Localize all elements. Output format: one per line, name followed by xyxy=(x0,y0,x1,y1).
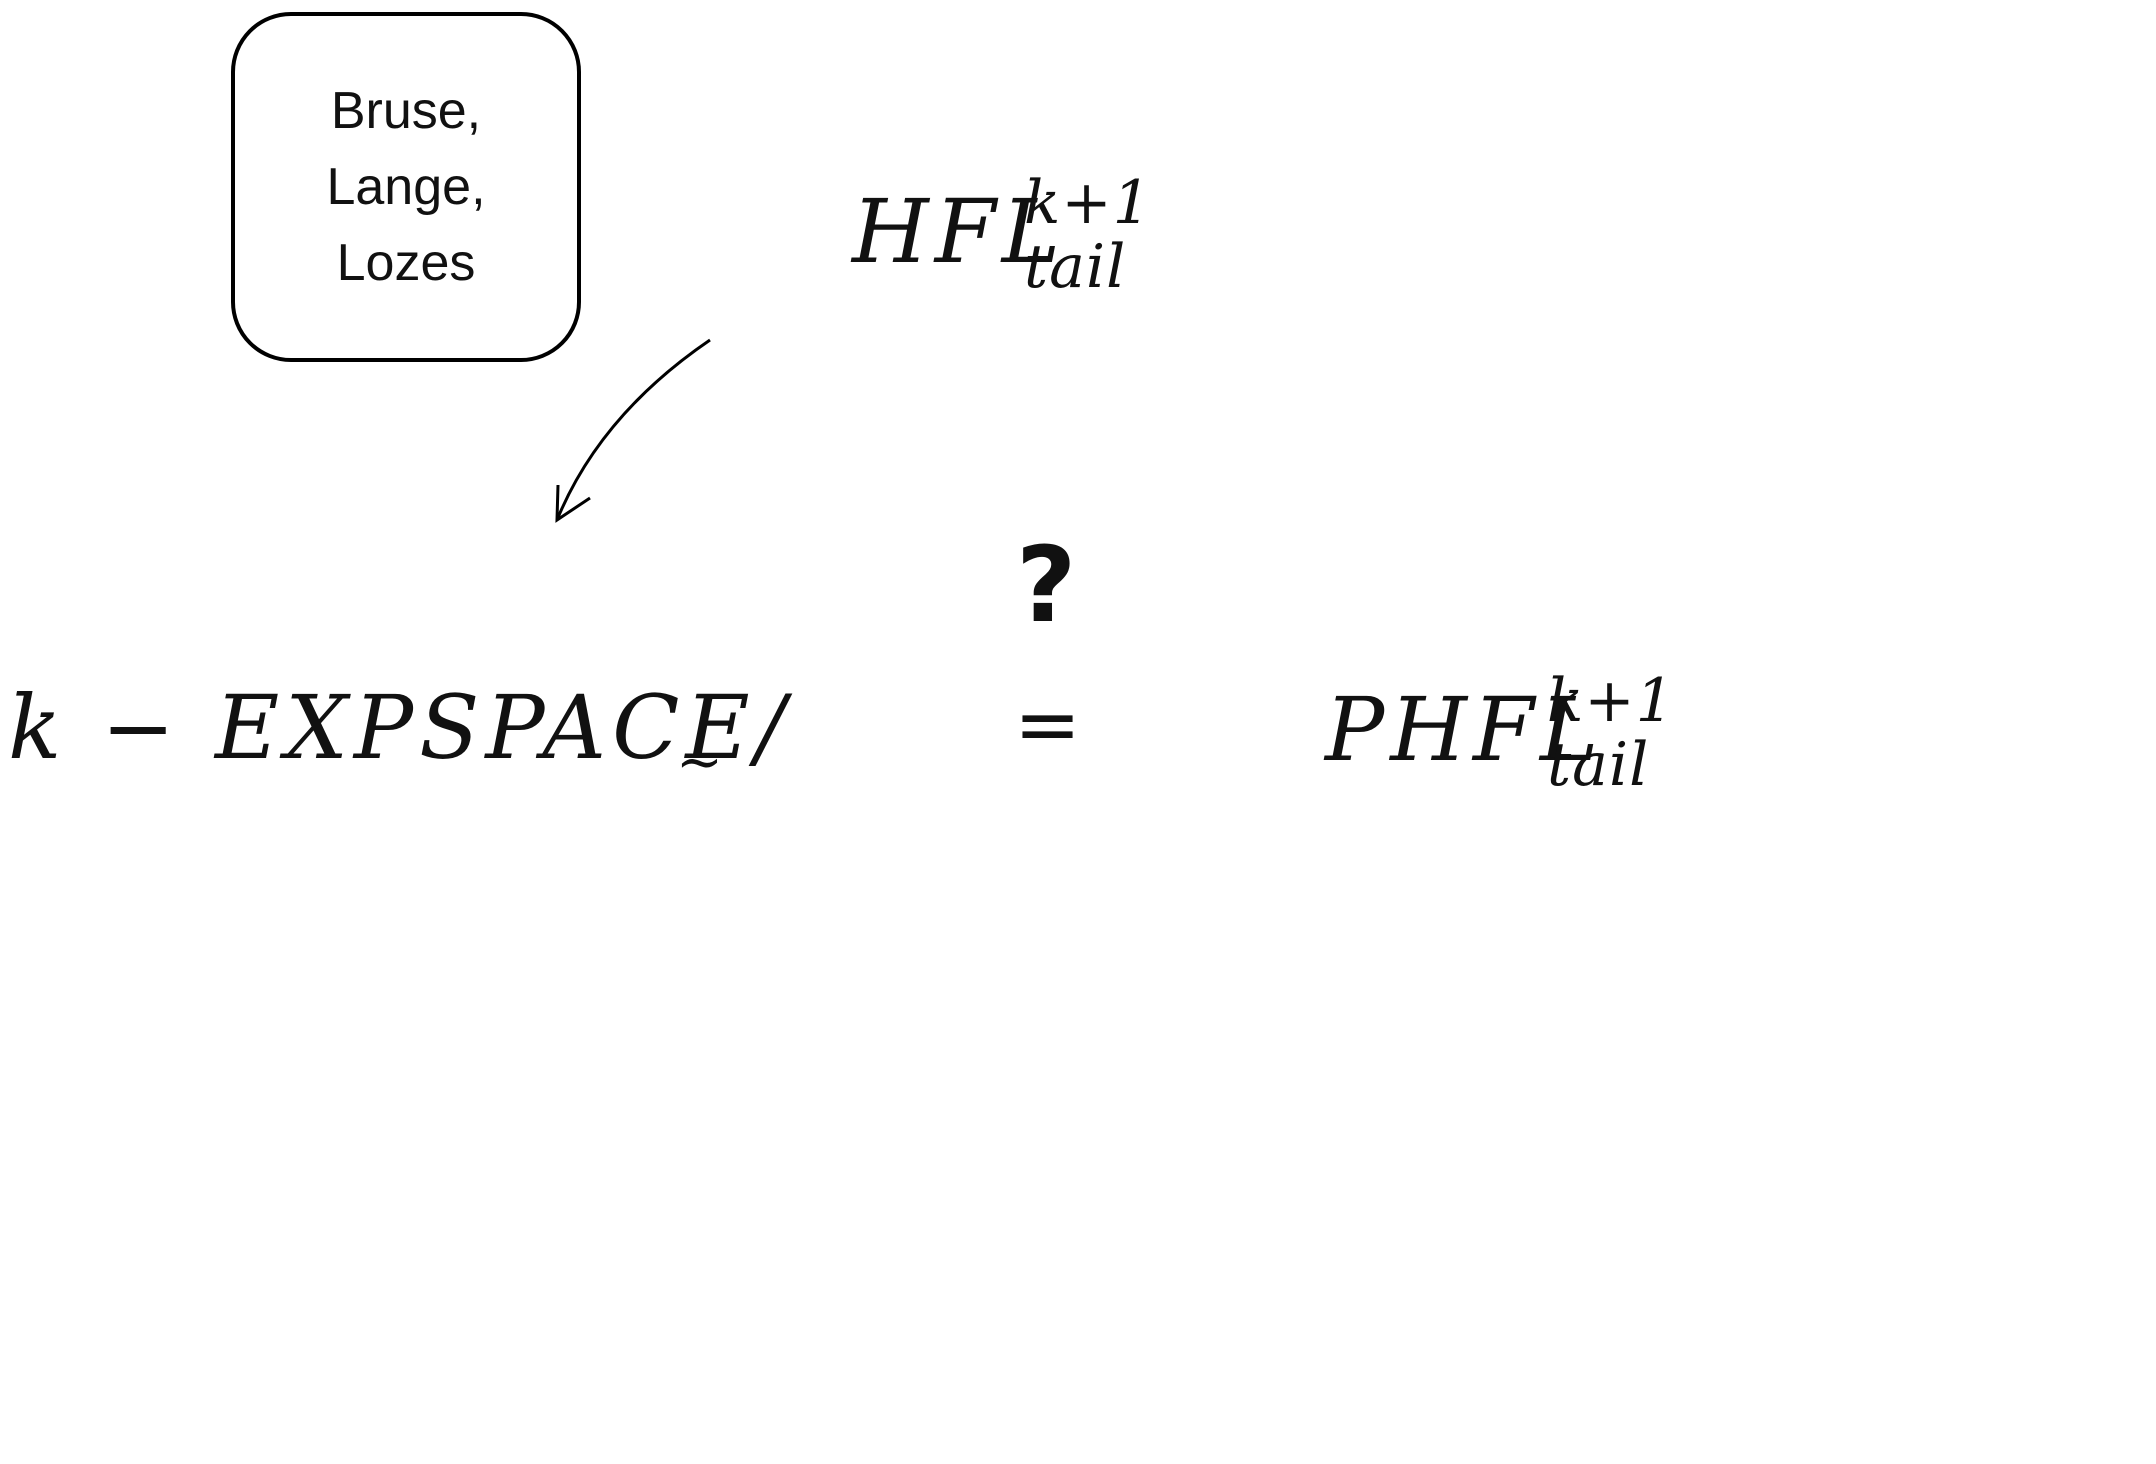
hfl-base: HFL xyxy=(852,180,1067,283)
exp-space-subscript: ~ xyxy=(676,730,724,795)
phfl-subscript: tail xyxy=(1547,730,1650,800)
exp-space-formula: k − EXPSPACE/ ~ xyxy=(8,676,785,806)
hfl-formula: HFL k+1 tail xyxy=(852,168,1172,302)
phfl-formula: PHFL k+1 tail xyxy=(1325,666,1705,800)
citation-line-1: Bruse, xyxy=(330,82,482,140)
citation-line-3: Lozes xyxy=(336,234,476,292)
phfl-base: PHFL xyxy=(1325,678,1605,781)
phfl-superscript: k+1 xyxy=(1547,666,1675,736)
citation-box: Bruse, Lange, Lozes xyxy=(231,12,581,362)
citation-line-2: Lange, xyxy=(326,158,486,216)
hfl-superscript: k+1 xyxy=(1024,168,1152,238)
question-mark: ? xyxy=(1016,524,1077,646)
equals-sign: = xyxy=(1014,678,1082,771)
hfl-subscript: tail xyxy=(1024,232,1127,302)
exp-space-text: k − EXPSPACE/ xyxy=(8,676,792,779)
